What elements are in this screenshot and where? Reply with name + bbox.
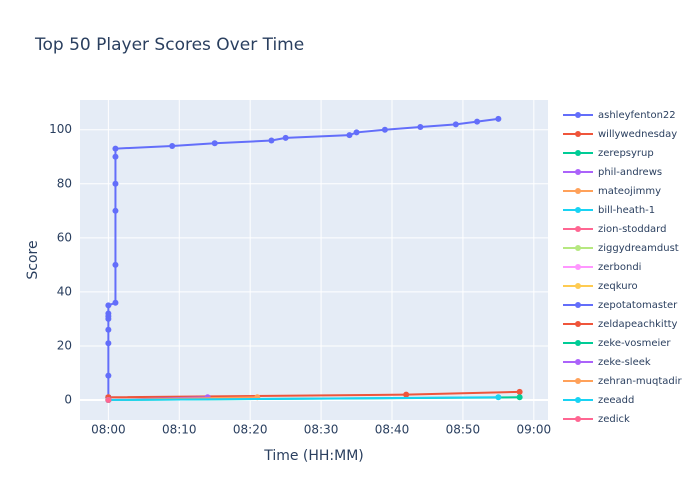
y-tick-label: 100 xyxy=(49,122,72,136)
data-point xyxy=(105,340,112,347)
legend-label: mateojimmy xyxy=(598,186,661,197)
y-tick-label: 0 xyxy=(64,393,72,407)
legend-label: bill-heath-1 xyxy=(598,205,655,216)
legend: ashleyfenton22 willywednesday zerepsyrup ph… xyxy=(563,110,683,425)
data-point xyxy=(403,391,410,398)
legend-marker xyxy=(575,131,581,137)
legend-label: zeeadd xyxy=(598,395,634,406)
series-line xyxy=(108,396,499,401)
x-tick-label: 08:00 xyxy=(91,423,126,437)
legend-marker xyxy=(575,283,581,289)
data-point xyxy=(105,302,112,309)
data-point xyxy=(495,394,502,401)
data-point xyxy=(346,132,353,139)
legend-marker xyxy=(575,169,581,175)
data-point xyxy=(211,140,218,147)
x-tick-label: 09:00 xyxy=(517,423,552,437)
legend-marker xyxy=(575,245,581,251)
y-axis-title: Score xyxy=(25,240,41,279)
legend-marker xyxy=(575,207,581,213)
legend-label: phil-andrews xyxy=(598,167,662,178)
y-tick-label: 80 xyxy=(57,176,72,190)
data-point xyxy=(452,121,459,128)
x-axis-title: Time (HH:MM) xyxy=(263,448,364,464)
data-point xyxy=(105,310,112,317)
data-point xyxy=(169,142,176,149)
data-point xyxy=(112,180,119,187)
legend-marker xyxy=(575,150,581,156)
plot-area xyxy=(80,100,548,420)
data-point xyxy=(282,134,289,141)
data-point xyxy=(495,115,502,122)
legend-marker xyxy=(575,340,581,346)
data-point xyxy=(105,326,112,333)
legend-label: zedick xyxy=(598,414,630,425)
legend-marker xyxy=(575,359,581,365)
legend-marker xyxy=(575,397,581,403)
legend-label: zerepsyrup xyxy=(598,148,654,159)
legend-marker xyxy=(575,226,581,232)
legend-marker xyxy=(575,264,581,270)
y-tick-label: 60 xyxy=(57,230,72,244)
data-point xyxy=(112,153,119,160)
x-tick-label: 08:10 xyxy=(162,423,197,437)
data-point xyxy=(112,207,119,214)
data-point xyxy=(381,126,388,133)
data-point xyxy=(105,397,112,403)
x-tick-label: 08:50 xyxy=(446,423,481,437)
legend-label: zeldapeachkitty xyxy=(598,319,678,330)
legend-label: zepotatomaster xyxy=(598,300,678,311)
legend-label: ashleyfenton22 xyxy=(598,110,676,121)
legend-label: zion-stoddard xyxy=(598,224,666,235)
chart-title: Top 50 Player Scores Over Time xyxy=(34,35,304,55)
data-point xyxy=(516,388,523,395)
data-point xyxy=(105,372,112,379)
data-point xyxy=(353,129,360,136)
x-tick-label: 08:40 xyxy=(375,423,410,437)
y-tick-label: 40 xyxy=(57,284,72,298)
legend-marker xyxy=(575,321,581,327)
legend-label: zeqkuro xyxy=(598,281,638,292)
legend-marker xyxy=(575,188,581,194)
legend-label: zerbondi xyxy=(598,262,641,273)
x-tick-label: 08:20 xyxy=(233,423,268,437)
legend-label: zeke-sleek xyxy=(598,357,651,368)
data-point xyxy=(112,145,119,152)
legend-marker xyxy=(575,302,581,308)
data-point xyxy=(417,124,424,131)
data-point xyxy=(268,137,275,144)
x-tick-label: 08:30 xyxy=(304,423,339,437)
data-point xyxy=(112,299,119,306)
y-tick-label: 20 xyxy=(57,338,72,352)
data-point xyxy=(516,394,523,401)
legend-marker xyxy=(575,112,581,118)
data-point xyxy=(112,261,119,268)
legend-label: willywednesday xyxy=(598,129,677,140)
legend-label: zehran-muqtadir xyxy=(598,376,683,387)
legend-label: ziggydreamdust xyxy=(598,243,679,254)
legend-label: zeke-vosmeier xyxy=(598,338,671,349)
data-point xyxy=(474,118,481,125)
legend-marker xyxy=(575,416,581,422)
legend-marker xyxy=(575,378,581,384)
